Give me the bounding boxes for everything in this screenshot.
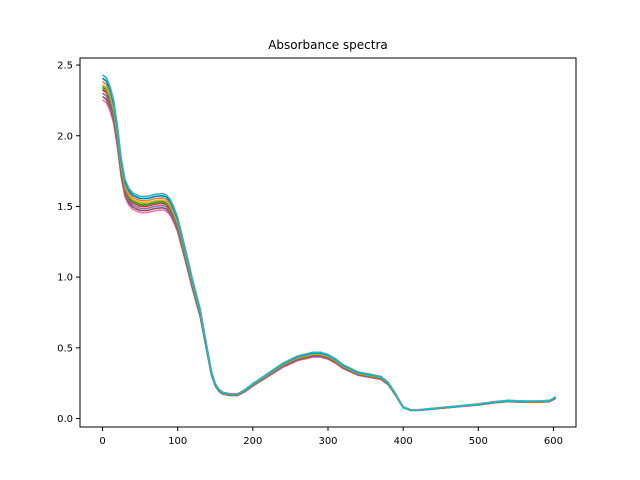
x-tick-label: 500 [469,436,488,447]
y-tick-label: 2.0 [57,131,73,142]
x-tick-label: 300 [318,436,337,447]
spectrum-line-1 [102,99,557,412]
x-tick-label: 200 [243,436,262,447]
spectrum-line-4 [102,89,557,411]
x-tick-label: 0 [99,436,105,447]
spectrum-line-8 [102,80,557,411]
x-tick-label: 400 [394,436,413,447]
y-tick-label: 0.5 [57,343,73,354]
y-tick-label: 1.5 [57,202,73,213]
spectrum-line-3 [102,92,557,412]
x-tick-label: 600 [544,436,563,447]
spectrum-line-7 [102,84,557,411]
y-tick-label: 1.0 [57,273,73,284]
spectrum-line-10 [102,74,557,411]
y-axis: 0.0 0.5 1.0 1.5 2.0 2.5 [57,61,80,425]
spectrum-line-2 [102,95,557,412]
x-tick-label: 100 [168,436,187,447]
chart-title: Absorbance spectra [268,38,388,52]
plot-frame [79,57,577,428]
spectrum-line-6 [102,85,557,411]
y-tick-label: 0.0 [57,414,73,425]
y-tick-label: 2.5 [57,61,73,72]
x-axis: 0 100 200 300 400 500 600 [99,427,563,447]
series-layer [102,74,557,412]
spectrum-line-5 [102,87,557,411]
